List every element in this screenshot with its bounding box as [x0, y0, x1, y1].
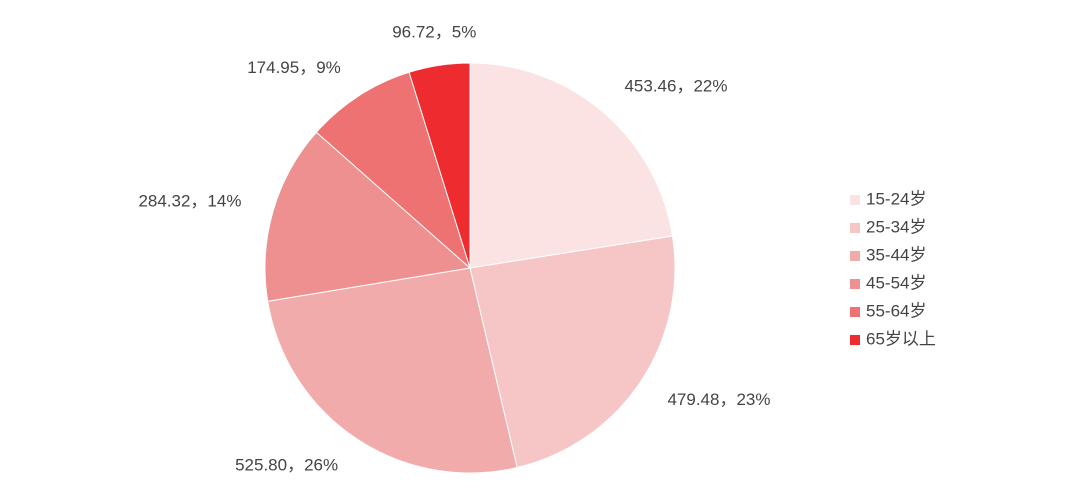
data-label: 96.72，5% — [392, 22, 476, 41]
legend-swatch — [850, 307, 860, 317]
pie-slice — [408, 62, 471, 269]
legend-swatch — [850, 335, 860, 345]
pie-slice — [469, 62, 674, 269]
data-label: 284.32，14% — [138, 192, 241, 211]
legend-swatch — [850, 251, 860, 261]
legend-label: 15-24岁 — [866, 189, 926, 208]
legend-label: 45-54岁 — [866, 273, 926, 292]
pie-slice — [315, 71, 472, 270]
legend-label: 55-64岁 — [866, 301, 926, 320]
pie-slice — [469, 235, 676, 469]
pie-slice — [267, 267, 518, 474]
pie-slice — [264, 131, 472, 302]
data-label: 479.48，23% — [667, 390, 770, 409]
data-label: 453.46，22% — [624, 77, 727, 96]
legend-label: 65岁以上 — [866, 329, 936, 348]
data-label: 174.95，9% — [247, 58, 341, 77]
legend-swatch — [850, 195, 860, 205]
legend-swatch — [850, 279, 860, 289]
legend-swatch — [850, 223, 860, 233]
data-label: 525.80，26% — [235, 455, 338, 474]
legend-label: 25-34岁 — [866, 217, 926, 236]
legend-label: 35-44岁 — [866, 245, 926, 264]
